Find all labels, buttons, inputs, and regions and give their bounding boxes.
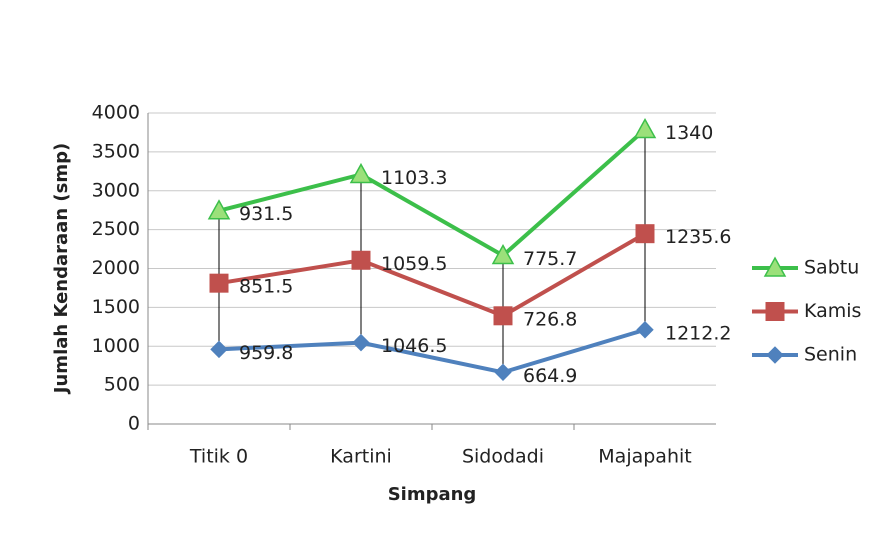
marker [494, 307, 512, 325]
y-tick-label: 0 [128, 413, 140, 435]
y-tick-label: 3000 [92, 179, 140, 201]
x-tick-label: Kartini [330, 446, 392, 468]
chart: Simpang Jumlah Kendaraan (smp) 0 500 1000 1… [0, 0, 877, 533]
y-axis-title: Jumlah Kendaraan (smp) [51, 143, 72, 395]
y-tick-label: 2500 [92, 218, 140, 240]
x-tick-label: Sidodadi [462, 446, 544, 468]
legend-label: Sabtu [804, 257, 859, 279]
legend-label: Kamis [804, 300, 861, 322]
y-tick-label: 500 [104, 374, 140, 396]
data-label: 851.5 [239, 276, 293, 298]
data-label: 1340 [665, 122, 713, 144]
y-tick-label: 1500 [92, 296, 140, 318]
x-axis-title: Simpang [388, 484, 477, 505]
data-label: 726.8 [523, 308, 577, 330]
data-label: 959.8 [239, 342, 293, 364]
data-label: 1059.5 [381, 253, 447, 275]
marker [636, 225, 654, 243]
data-label: 931.5 [239, 203, 293, 225]
y-tick-label: 3500 [92, 140, 140, 162]
marker [766, 303, 784, 321]
x-tick-label: Titik 0 [189, 446, 248, 468]
data-label: 1103.3 [381, 167, 447, 189]
legend-label: Senin [804, 344, 857, 366]
x-tick-label: Majapahit [598, 446, 691, 468]
data-label: 775.7 [523, 248, 577, 270]
y-tick-label: 1000 [92, 335, 140, 357]
marker [352, 251, 370, 269]
data-label: 1212.2 [665, 322, 731, 344]
y-tick-label: 4000 [92, 102, 140, 124]
y-tick-label: 2000 [92, 257, 140, 279]
data-label: 1235.6 [665, 226, 731, 248]
page: {"chart_data": {"type": "line", "stacked… [0, 0, 877, 533]
marker [210, 274, 228, 292]
data-label: 1046.5 [381, 335, 447, 357]
data-label: 664.9 [523, 365, 577, 387]
